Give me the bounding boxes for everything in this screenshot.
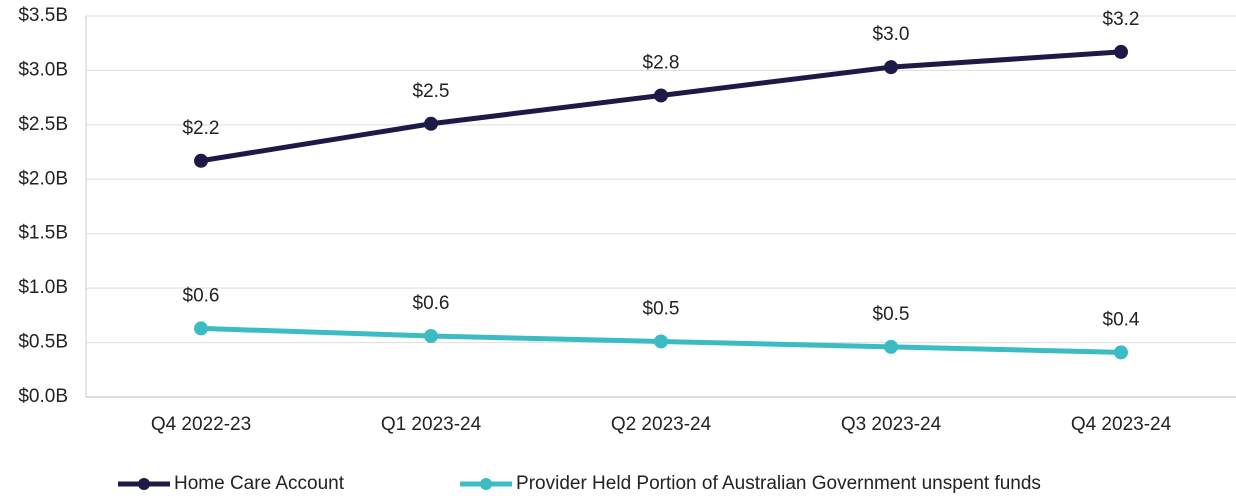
y-tick-label: $0.0B — [18, 386, 68, 407]
y-tick-label: $3.0B — [18, 59, 68, 80]
y-tick-label: $2.5B — [18, 114, 68, 135]
legend-label: Provider Held Portion of Australian Gove… — [516, 473, 1041, 494]
legend-label: Home Care Account — [174, 473, 345, 494]
data-point — [654, 88, 668, 103]
data-point — [194, 321, 208, 336]
data-label: $0.6 — [413, 293, 450, 314]
x-tick-label: Q2 2023-24 — [611, 414, 712, 435]
data-label: $2.5 — [413, 81, 450, 102]
data-label: $0.5 — [643, 298, 680, 319]
legend-dot — [480, 478, 493, 490]
data-point — [424, 116, 438, 131]
data-point — [194, 153, 208, 168]
data-label: $3.0 — [873, 24, 910, 45]
x-tick-label: Q3 2023-24 — [841, 414, 942, 435]
x-tick-label: Q1 2023-24 — [381, 414, 482, 435]
data-point — [1114, 345, 1128, 360]
y-tick-label: $0.5B — [18, 332, 68, 353]
y-tick-label: $1.0B — [18, 277, 68, 298]
data-point — [654, 334, 668, 349]
data-label: $3.2 — [1103, 9, 1140, 30]
y-tick-label: $1.5B — [18, 223, 68, 244]
y-tick-label: $3.5B — [18, 5, 68, 26]
legend-dot — [138, 478, 150, 490]
data-label: $2.8 — [643, 52, 680, 73]
data-label: $2.2 — [183, 118, 220, 139]
data-label: $0.4 — [1103, 309, 1140, 330]
data-label: $0.6 — [183, 285, 220, 306]
data-point — [1114, 44, 1128, 59]
data-point — [424, 329, 438, 344]
x-tick-label: Q4 2023-24 — [1071, 414, 1172, 435]
x-tick-label: Q4 2022-23 — [151, 414, 251, 435]
data-point — [884, 339, 898, 354]
y-tick-label: $2.0B — [18, 168, 68, 189]
data-point — [884, 60, 898, 75]
data-label: $0.5 — [873, 304, 910, 325]
